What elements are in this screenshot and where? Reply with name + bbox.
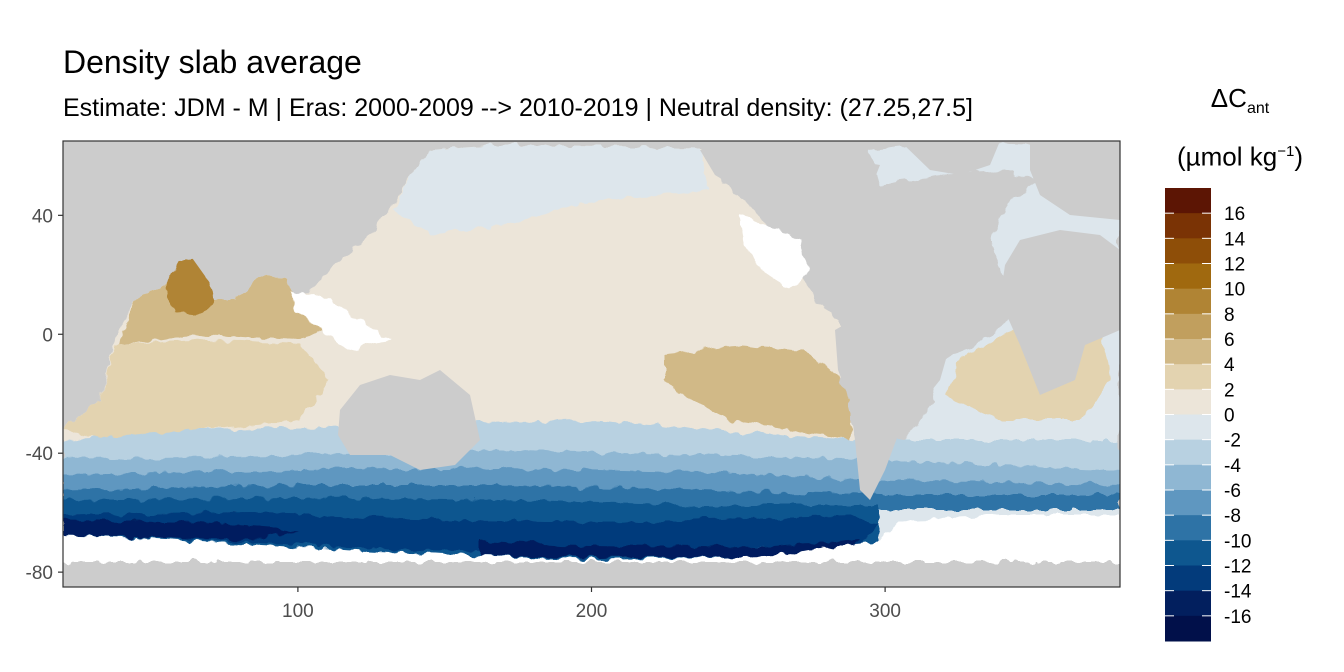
- colorbar-swatch: [1165, 389, 1211, 415]
- colorbar-swatch: [1165, 439, 1211, 466]
- colorbar-swatch: [1165, 238, 1211, 264]
- europe: [1030, 141, 1120, 220]
- land-masses: [63, 141, 1120, 500]
- y-tick-label: -40: [26, 444, 53, 465]
- colorbar-swatch: [1165, 313, 1211, 340]
- colorbar-swatch: [1165, 464, 1211, 491]
- antarctic-coast-navy: [63, 520, 860, 558]
- south-america: [835, 310, 950, 500]
- y-axis: 40 0 -40 -80: [26, 206, 63, 584]
- colorbar-swatch: [1165, 615, 1211, 642]
- colorbar-swatch: [1165, 188, 1211, 214]
- colorbar-label: 6: [1224, 330, 1235, 351]
- colorbar-label: 10: [1224, 280, 1245, 301]
- y-tick-label: -80: [26, 563, 53, 584]
- indian-ocean-brown: [120, 260, 320, 345]
- so-band-6: [63, 512, 880, 552]
- colorbar-label: -8: [1224, 506, 1241, 527]
- legend-title: ΔCant: [1210, 83, 1270, 118]
- colorbar-swatch: [1165, 213, 1211, 239]
- colorbar-swatch: [1165, 364, 1211, 390]
- indian-south-tan: [63, 340, 330, 440]
- colorbar-label: -12: [1224, 557, 1251, 578]
- colorbar-swatch: [1165, 263, 1211, 290]
- x-tick-label: 200: [576, 601, 608, 622]
- asia: [63, 141, 410, 300]
- legend-unit: (µmol kg−1): [1177, 141, 1303, 172]
- chart-subtitle: Estimate: JDM - M | Eras: 2000-2009 --> …: [63, 94, 973, 122]
- colorbar-swatch: [1165, 515, 1211, 541]
- colorbar-label: -10: [1224, 531, 1251, 552]
- colorbar-label: -6: [1224, 481, 1241, 502]
- north-pacific-band: [395, 145, 710, 235]
- ocean-field: [63, 142, 1120, 562]
- colorbar-label: 2: [1224, 380, 1235, 401]
- x-tick-label: 100: [282, 601, 314, 622]
- north-america: [700, 150, 880, 235]
- south-east-pacific-tan: [665, 345, 850, 440]
- chart-title: Density slab average: [63, 44, 362, 80]
- colorbar-label: 16: [1224, 204, 1245, 225]
- colorbar-swatch: [1165, 565, 1211, 592]
- colorbar-swatch: [1165, 490, 1211, 516]
- colorbar-label: 8: [1224, 305, 1235, 326]
- colorbar-swatch: [1165, 414, 1211, 441]
- colorbar-label: -2: [1224, 431, 1241, 452]
- indonesia-white: [290, 290, 390, 350]
- colorbar-label: 0: [1224, 406, 1235, 427]
- x-tick-label: 300: [869, 601, 901, 622]
- antarctic-white: [63, 515, 1120, 562]
- x-axis: 100 200 300: [282, 587, 901, 622]
- africa: [1000, 230, 1120, 395]
- colorbar-swatch: [1165, 288, 1211, 315]
- caribbean-white: [740, 215, 810, 290]
- y-tick-label: 40: [32, 206, 53, 227]
- colorbar: 16 14 12 10 8 6 4 2 0 -2 -4 -6 -8 -10 -12 -14 -16: [1165, 188, 1252, 642]
- colorbar-swatch: [1165, 540, 1211, 566]
- colorbar-label: 14: [1224, 229, 1246, 250]
- colorbar-swatch: [1165, 339, 1211, 365]
- colorbar-label: -4: [1224, 456, 1241, 477]
- colorbar-swatch: [1165, 590, 1211, 617]
- colorbar-label: 12: [1224, 255, 1245, 276]
- colorbar-label: 4: [1224, 355, 1235, 376]
- y-tick-label: 0: [42, 325, 53, 346]
- colorbar-label: -16: [1224, 607, 1251, 628]
- colorbar-label: -14: [1224, 582, 1252, 603]
- australia: [338, 370, 480, 470]
- greenland: [900, 141, 1000, 175]
